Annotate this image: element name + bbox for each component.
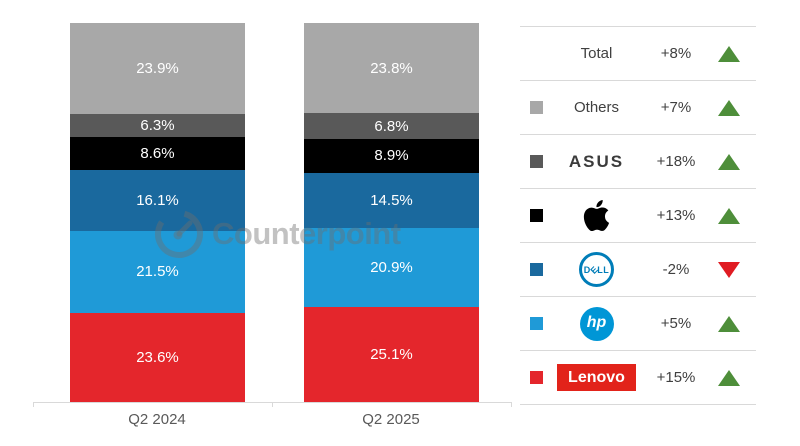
lenovo-logo: Lenovo — [543, 363, 650, 392]
trend-indicator — [702, 153, 756, 170]
segment-value-label: 23.8% — [370, 59, 413, 77]
stacked-bar-q2-2025: 25.1% 20.9% 14.5% 8.9% 6.8% 23.8% — [304, 23, 479, 402]
up-triangle-icon — [718, 153, 740, 170]
segment-others-q2-2025: 23.8% — [304, 23, 479, 114]
down-triangle-icon — [718, 261, 740, 278]
yoy-change-value: +13% — [656, 207, 696, 224]
x-axis-label-q2-2025: Q2 2025 — [362, 411, 420, 428]
segment-value-label: 25.1% — [370, 345, 413, 363]
axis-tick — [272, 402, 273, 407]
legend-row-dell: D E LL -2% — [520, 242, 756, 296]
yoy-change-value: -2% — [662, 261, 690, 278]
asus-swatch — [530, 155, 543, 168]
segment-dell-q2-2024: 16.1% — [70, 170, 245, 232]
legend-label-text: Total — [580, 45, 613, 62]
segment-dell-q2-2025: 14.5% — [304, 172, 479, 228]
segment-value-label: 23.6% — [136, 348, 179, 366]
trend-indicator — [702, 45, 756, 62]
segment-value-label: 21.5% — [136, 263, 179, 281]
segment-hp-q2-2025: 20.9% — [304, 227, 479, 307]
segment-value-label: 23.9% — [136, 59, 179, 77]
asus-logo: ASUS — [543, 152, 650, 172]
segment-asus-q2-2024: 6.3% — [70, 113, 245, 138]
dell-logo-icon: D E LL — [543, 252, 650, 287]
segment-value-label: 20.9% — [370, 258, 413, 276]
trend-indicator — [702, 315, 756, 332]
hp-logo-icon: hp — [543, 306, 650, 341]
dell-swatch — [530, 263, 543, 276]
others-swatch — [530, 101, 543, 114]
yoy-change-value: +8% — [660, 45, 692, 62]
segment-hp-q2-2024: 21.5% — [70, 231, 245, 313]
yoy-change-value: +15% — [656, 369, 696, 386]
segment-others-q2-2024: 23.9% — [70, 23, 245, 114]
trend-indicator — [702, 207, 756, 224]
legend-label-total: Total — [543, 45, 650, 62]
hp-swatch — [530, 317, 543, 330]
segment-value-label: 16.1% — [136, 192, 179, 210]
up-triangle-icon — [718, 315, 740, 332]
legend-row-apple: +13% — [520, 188, 756, 242]
lenovo-logo-text: Lenovo — [557, 363, 636, 392]
legend-row-hp: hp +5% — [520, 296, 756, 350]
segment-value-label: 6.3% — [140, 117, 175, 135]
segment-asus-q2-2025: 6.8% — [304, 113, 479, 139]
segment-value-label: 6.8% — [374, 117, 409, 135]
legend-row-total: Total +8% — [520, 26, 756, 80]
segment-value-label: 8.6% — [140, 145, 175, 163]
legend-row-asus: ASUS +18% — [520, 134, 756, 188]
hp-logo-icon: hp — [579, 306, 614, 341]
legend-row-others: Others +7% — [520, 80, 756, 134]
apple-swatch — [530, 209, 543, 222]
segment-value-label: 8.9% — [374, 147, 409, 165]
legend-row-lenovo: Lenovo +15% — [520, 350, 756, 404]
segment-apple-q2-2024: 8.6% — [70, 137, 245, 171]
segment-lenovo-q2-2024: 23.6% — [70, 312, 245, 402]
axis-tick — [33, 402, 34, 407]
up-triangle-icon — [718, 369, 740, 386]
up-triangle-icon — [718, 45, 740, 62]
segment-lenovo-q2-2025: 25.1% — [304, 306, 479, 402]
legend-label-others: Others — [543, 99, 650, 116]
up-triangle-icon — [718, 207, 740, 224]
yoy-change-value: +18% — [656, 153, 696, 170]
axis-tick — [511, 402, 512, 407]
up-triangle-icon — [718, 99, 740, 116]
trend-indicator — [702, 99, 756, 116]
asus-logo-text: ASUS — [568, 151, 625, 171]
segment-value-label: 14.5% — [370, 191, 413, 209]
yoy-change-value: +5% — [660, 315, 692, 332]
yoy-change-value: +7% — [660, 99, 692, 116]
legend-label-text: Others — [573, 99, 619, 116]
lenovo-swatch — [530, 371, 543, 384]
legend: Total +8% Others +7% ASUS +18% +13% D E LL -2% hp +5… — [520, 26, 756, 405]
stacked-bar-q2-2024: 23.6% 21.5% 16.1% 8.6% 6.3% 23.9% — [70, 23, 245, 402]
trend-indicator — [702, 261, 756, 278]
trend-indicator — [702, 369, 756, 386]
apple-logo-icon — [543, 200, 650, 231]
dell-logo-icon: D E LL — [579, 252, 614, 287]
apple-logo-icon — [581, 200, 612, 231]
segment-apple-q2-2025: 8.9% — [304, 139, 479, 173]
x-axis-label-q2-2024: Q2 2024 — [128, 411, 186, 428]
